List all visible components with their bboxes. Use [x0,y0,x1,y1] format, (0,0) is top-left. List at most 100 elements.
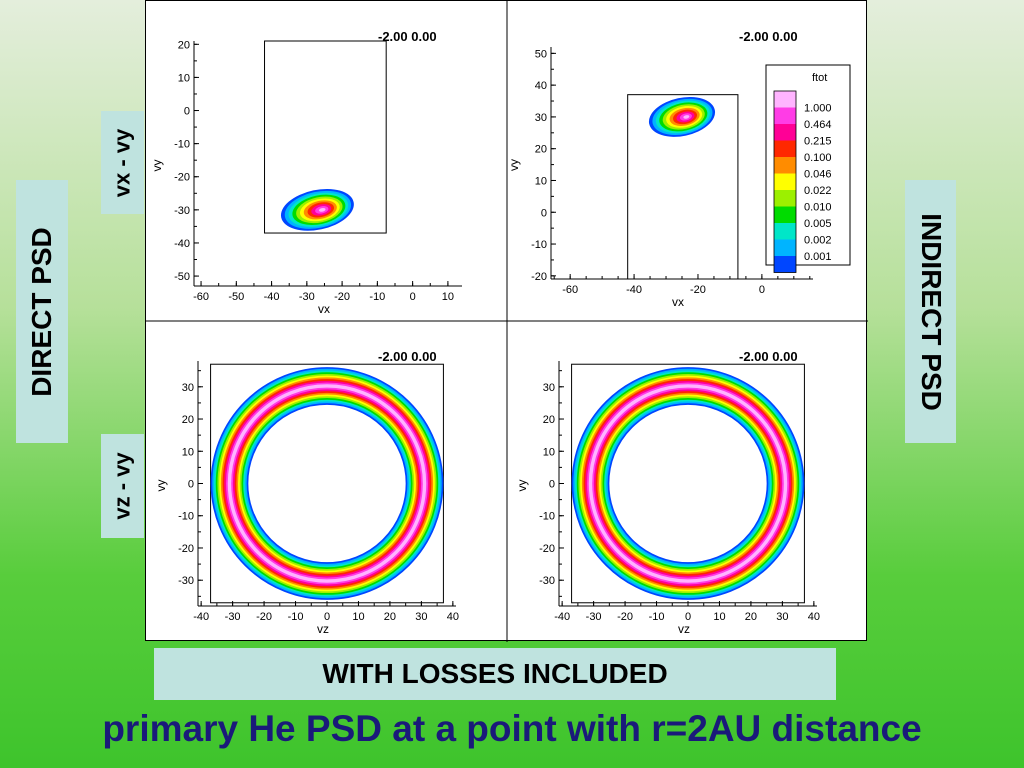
x-tick-label: 0 [410,291,416,303]
plot-2: -2.00 0.00 -40 -30 -20 -10 0 10 20 30 40 30 20 10 0 -1… [154,349,459,636]
y-tick-label: -20 [174,172,190,184]
y-tick-label: 0 [541,207,547,219]
contour-band [318,207,326,212]
legend-level-label: 0.005 [804,218,832,230]
plot-0: -2.00 0.00-60 -50 -40 -30 -20 -10 0 1020100-10-… [150,29,462,316]
x-tick-label: -40 [193,611,209,623]
plot-panel: -2.00 0.00 -60 -50 -40 -30 -20 -10 0 10 20 10 0 -10-… [145,0,868,642]
y-axis-label: vy [515,480,529,492]
legend-swatch [774,206,796,223]
plot-1: -2.00 0.00 -60 -40 -20 0 50 40 30 20 10 0 -10 -20 vx v… [507,29,813,309]
x-tick-label: -40 [554,611,570,623]
x-tick-label: 0 [759,284,765,296]
domain-box [210,363,444,604]
legend-swatch [774,91,796,108]
row-label-vx-vy: vx - vy [101,111,144,214]
y-tick-label: 20 [535,144,547,156]
legend-swatch [774,157,796,174]
y-tick-label: -20 [531,271,547,283]
x-tick-label: -50 [228,291,244,303]
legend-swatch [774,190,796,207]
legend-swatch [774,239,796,256]
legend-swatch [774,124,796,141]
legend-swatch [774,140,796,157]
plot-header: -2.00 0.00 [739,349,798,364]
y-tick-label: -10 [174,139,190,151]
legend-swatch [774,256,796,273]
x-tick-label: 10 [442,291,454,303]
y-tick-label: 10 [182,446,194,458]
y-tick-label: -50 [174,271,190,283]
x-tick-label: 40 [808,611,820,623]
x-tick-label: 20 [745,611,757,623]
y-tick-label: 40 [535,80,547,92]
legend-level-label: 0.010 [804,202,832,214]
legend-swatch-frame [773,90,797,273]
y-tick-label: -10 [531,239,547,251]
y-tick-label: -10 [178,511,194,523]
x-tick-label: -40 [264,291,280,303]
row-label-vz-vy: vz - vy [101,434,144,538]
y-tick-label: 10 [543,446,555,458]
x-tick-label: -10 [649,611,665,623]
x-tick-label: 10 [352,611,364,623]
direct-psd-text: DIRECT PSD [26,226,58,397]
legend-level-label: 1.000 [804,103,832,115]
legend-level-label: 0.464 [804,119,832,131]
legend-level-label: 0.100 [804,152,832,164]
x-tick-label: 0 [685,611,691,623]
y-tick-label: 0 [549,479,555,491]
y-axis-label: vy [150,160,164,172]
x-tick-label: -20 [617,611,633,623]
y-tick-label: -30 [174,205,190,217]
y-tick-label: 20 [543,414,555,426]
y-tick-label: 10 [535,175,547,187]
y-tick-label: 30 [543,382,555,394]
x-tick-label: -30 [299,291,315,303]
y-tick-label: 10 [178,72,190,84]
y-tick-label: 50 [535,48,547,60]
y-tick-label: 30 [182,382,194,394]
legend-level-label: 0.215 [804,136,832,148]
plot-header: -2.00 0.00 [739,29,798,44]
x-tick-label: 0 [324,611,330,623]
contour-band [683,115,690,119]
x-tick-label: -40 [626,284,642,296]
x-tick-label: -60 [193,291,209,303]
x-tick-label: -60 [562,284,578,296]
plot-header: -2.00 0.00 [378,349,437,364]
psd-plots-svg: -2.00 0.00-60 -50 -40 -30 -20 -10 0 1020100-10-… [146,1,868,642]
y-tick-label: -30 [539,575,555,587]
y-tick-label: 20 [178,39,190,51]
x-tick-label: -30 [586,611,602,623]
plot-header: -2.00 0.00 [378,29,437,44]
y-tick-label: -10 [539,511,555,523]
legend-swatch [774,173,796,190]
y-tick-label: -20 [178,543,194,555]
indirect-psd-label: INDIRECT PSD [905,180,956,443]
x-tick-label: 30 [776,611,788,623]
x-axis-label: vx [672,295,684,309]
x-tick-label: 20 [384,611,396,623]
domain-box [627,94,739,280]
domain-box [264,40,387,234]
legend-swatch [774,107,796,124]
x-axis-label: vz [317,622,329,636]
indirect-psd-text: INDIRECT PSD [915,212,947,411]
legend-swatch [774,223,796,240]
row-label-vx-vy-text: vx - vy [109,128,135,197]
y-tick-label: 0 [188,479,194,491]
x-tick-label: 30 [415,611,427,623]
contour-ring [588,384,788,583]
y-tick-label: 0 [184,106,190,118]
x-tick-label: -30 [225,611,241,623]
legend-level-label: 0.002 [804,235,832,247]
y-tick-label: -20 [539,543,555,555]
x-tick-label: -20 [256,611,272,623]
row-label-vz-vy-text: vz - vy [109,452,135,520]
x-axis-label: vz [678,622,690,636]
y-tick-label: 30 [535,112,547,124]
x-tick-label: -20 [334,291,350,303]
legend-level-label: 0.022 [804,185,832,197]
y-tick-label: -30 [178,575,194,587]
